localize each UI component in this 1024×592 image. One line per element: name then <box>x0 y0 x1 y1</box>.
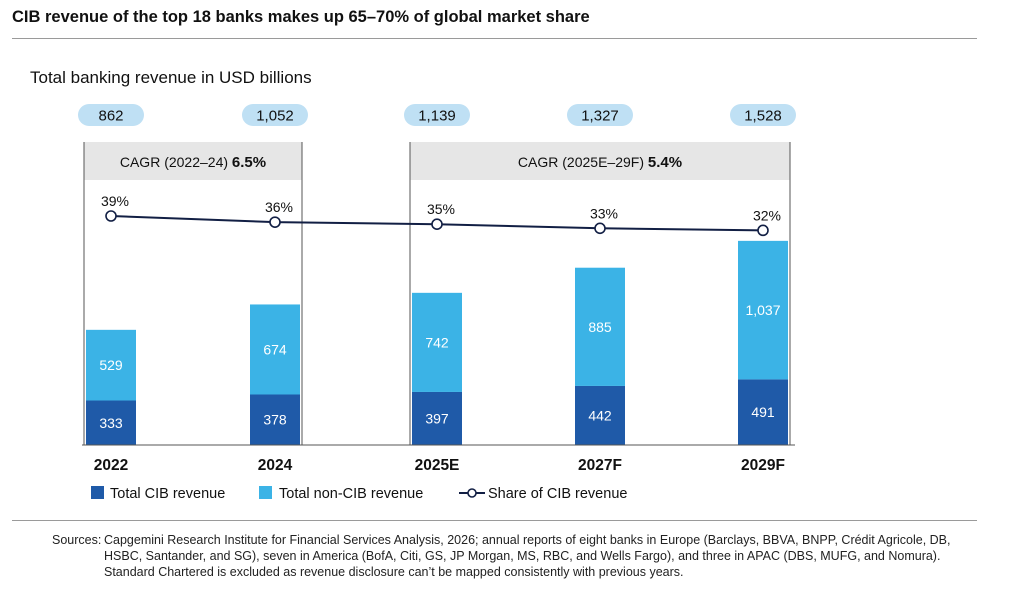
cagr-box <box>84 142 302 180</box>
chart-title: CIB revenue of the top 18 banks makes up… <box>12 8 590 26</box>
bar-noncib-value-label: 1,037 <box>745 302 780 318</box>
share-point <box>594 222 606 235</box>
total-pill <box>404 104 470 126</box>
cagr-value: 5.4% <box>648 154 682 171</box>
share-point <box>269 216 281 228</box>
share-point <box>105 210 117 222</box>
x-tick-label: 2027F <box>578 457 622 474</box>
share-point <box>431 218 443 230</box>
bar-cib-value-label: 491 <box>751 404 775 420</box>
bar-noncib-value-label: 529 <box>99 357 123 373</box>
bar-cib-revenue <box>412 391 462 445</box>
stacked-bar-chart: CAGR (2022–24) 6.5% CAGR (2025E–29F) 5.4%… <box>78 104 796 502</box>
share-point-label: 36% <box>265 199 293 215</box>
legend-label-cib: Total CIB revenue <box>110 486 225 502</box>
cagr-label: CAGR (2022–24) 6.5% <box>120 154 266 171</box>
bar-cib-revenue <box>575 385 625 445</box>
legend-swatch-cib <box>91 486 104 499</box>
x-tick-label: 2025E <box>415 457 460 474</box>
bar-noncib-value-label: 885 <box>588 319 612 335</box>
bar-cib-value-label: 442 <box>588 407 612 423</box>
sources-divider <box>12 520 977 521</box>
bar-noncib-value-label: 742 <box>425 334 449 350</box>
total-label: 862 <box>98 108 123 125</box>
bar-noncib-value-label: 674 <box>263 341 287 357</box>
x-tick-label: 2022 <box>94 457 128 474</box>
share-point-label: 32% <box>753 207 781 223</box>
bar-noncib-revenue <box>412 292 462 392</box>
sources-note: Sources: Capgemini Research Institute fo… <box>52 532 952 580</box>
total-pill <box>567 104 633 126</box>
cagr-value: 6.5% <box>232 154 266 171</box>
legend-label-share: Share of CIB revenue <box>488 486 627 502</box>
total-label: 1,327 <box>581 108 619 125</box>
cagr-box <box>410 142 790 180</box>
legend-marker-share <box>467 488 477 498</box>
total-label: 1,052 <box>256 108 294 125</box>
cagr-label: CAGR (2025E–29F) 5.4% <box>518 154 682 171</box>
bar-cib-revenue <box>250 394 300 445</box>
total-pill <box>78 104 144 126</box>
bar-noncib-revenue <box>250 304 300 395</box>
cagr-label-text: CAGR (2022–24) <box>120 154 232 170</box>
share-point-label: 35% <box>427 201 455 217</box>
bar-cib-value-label: 397 <box>425 410 449 426</box>
title-divider <box>12 38 977 39</box>
bar-noncib-revenue <box>738 240 788 380</box>
bar-noncib-revenue <box>86 329 136 401</box>
share-point <box>757 224 769 237</box>
chart-subtitle: Total banking revenue in USD billions <box>30 68 312 87</box>
sources-label: Sources: <box>52 533 102 547</box>
bar-cib-revenue <box>86 400 136 445</box>
cagr-label-text: CAGR (2025E–29F) <box>518 154 648 170</box>
legend-label-noncib: Total non-CIB revenue <box>279 486 423 502</box>
x-tick-label: 2029F <box>741 457 785 474</box>
total-pill <box>730 104 796 126</box>
bar-cib-value-label: 378 <box>263 412 287 428</box>
legend-swatch-noncib <box>259 486 272 499</box>
sources-text: Capgemini Research Institute for Financi… <box>104 533 951 579</box>
bar-cib-value-label: 333 <box>99 415 123 431</box>
share-point-label: 39% <box>101 193 129 209</box>
x-tick-label: 2024 <box>258 457 293 474</box>
share-point-label: 33% <box>590 205 618 221</box>
bar-noncib-revenue <box>575 267 625 386</box>
total-label: 1,528 <box>744 108 782 125</box>
total-pill <box>242 104 308 126</box>
bar-cib-revenue <box>738 379 788 445</box>
total-label: 1,139 <box>418 108 456 125</box>
